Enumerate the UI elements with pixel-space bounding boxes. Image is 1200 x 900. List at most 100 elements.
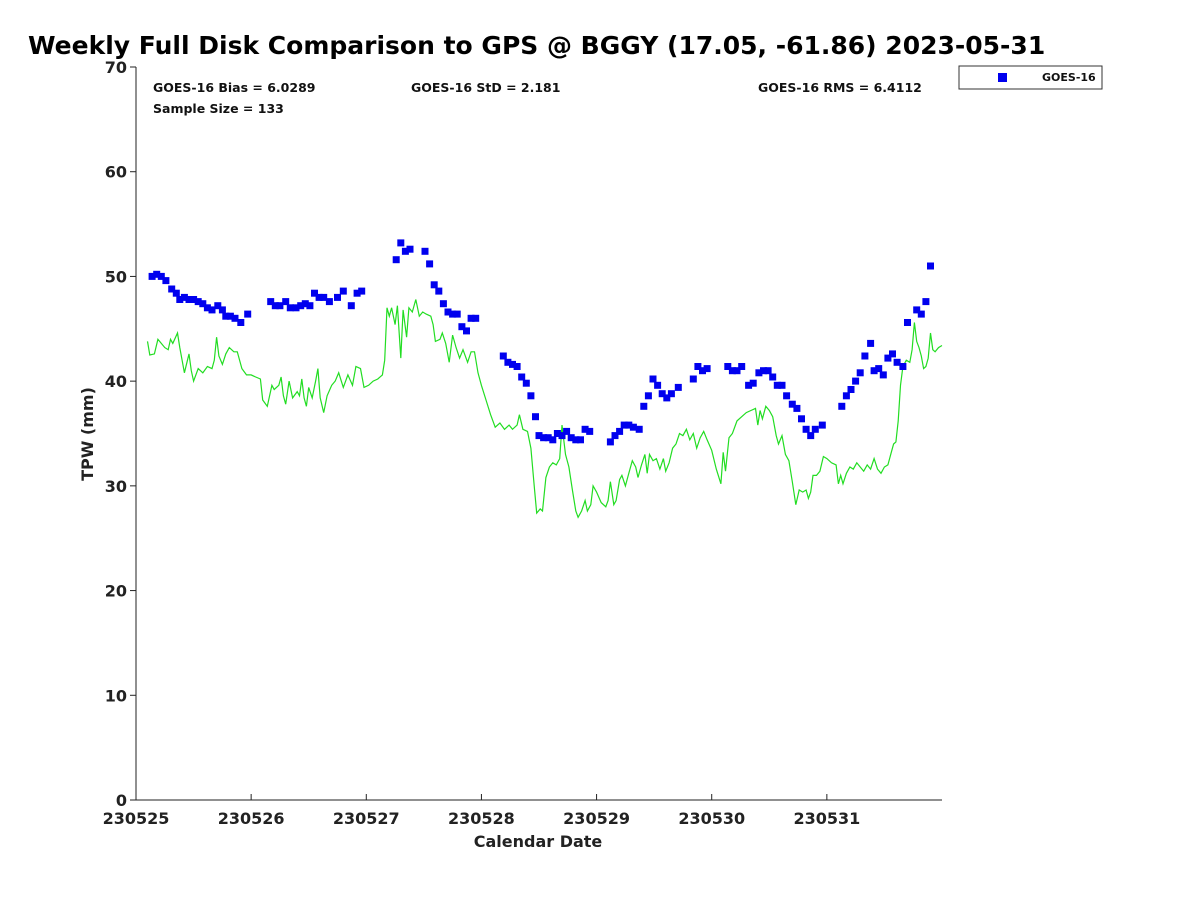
- goes-data-point: [271, 302, 279, 310]
- goes-data-point: [581, 425, 589, 433]
- goes-data-point: [842, 392, 850, 400]
- goes-data-point: [745, 381, 753, 389]
- bias-stat: GOES-16 Bias = 6.0289: [153, 80, 315, 95]
- goes-data-point: [292, 304, 300, 312]
- goes-data-point: [798, 415, 805, 423]
- goes-data-point: [334, 293, 341, 301]
- goes-data-point: [168, 285, 176, 293]
- y-tick-label: 10: [105, 686, 127, 705]
- goes-data-point: [518, 373, 526, 381]
- goes-data-point: [689, 375, 697, 383]
- goes-data-point: [625, 421, 633, 429]
- x-tick-label: 230528: [448, 809, 515, 828]
- goes-data-point: [755, 369, 763, 377]
- goes-data-point: [401, 247, 409, 255]
- goes-data-point: [764, 367, 772, 375]
- goes-data-point: [783, 392, 791, 400]
- goes-data-point: [654, 381, 662, 389]
- goes-data-point: [904, 319, 911, 326]
- legend-box: [958, 65, 1103, 90]
- goes-data-point: [444, 308, 452, 316]
- goes-data-point: [463, 327, 470, 335]
- goes-data-point: [870, 367, 878, 375]
- goes-data-point: [222, 312, 230, 320]
- goes-data-point: [728, 367, 736, 375]
- goes-data-point: [724, 363, 732, 370]
- goes-data-point: [421, 247, 429, 255]
- goes-data-point: [889, 350, 896, 358]
- goes-data-point: [347, 302, 355, 310]
- goes-data-point: [807, 432, 815, 440]
- goes-data-point: [540, 434, 548, 442]
- goes-data-point: [703, 365, 711, 373]
- goes-data-point: [453, 310, 461, 318]
- goes-data-point: [467, 314, 475, 322]
- goes-data-point: [358, 287, 366, 295]
- goes-data-point: [504, 358, 512, 366]
- goes-data-point: [769, 373, 777, 381]
- goes-data-point: [282, 298, 290, 306]
- y-tick-label: 0: [116, 791, 127, 810]
- goes-data-point: [847, 386, 855, 393]
- goes-data-point: [311, 289, 318, 297]
- goes-data-point: [214, 302, 222, 310]
- goes-data-point: [635, 425, 643, 433]
- goes-data-point: [339, 287, 347, 295]
- goes-data-point: [194, 298, 202, 306]
- y-tick-label: 60: [105, 163, 127, 182]
- goes-data-point: [499, 352, 507, 360]
- goes-data-point: [879, 371, 887, 379]
- goes-data-point: [811, 425, 819, 433]
- goes-data-point: [472, 314, 480, 322]
- goes-data-point: [875, 365, 883, 373]
- goes-data-point: [325, 298, 333, 306]
- goes-data-point: [297, 302, 305, 310]
- x-tick-label: 230529: [563, 809, 630, 828]
- goes-data-point: [586, 427, 594, 435]
- goes-data-point: [861, 352, 869, 360]
- goes-data-point: [535, 432, 543, 440]
- goes-data-point: [899, 363, 907, 370]
- goes-data-point: [527, 392, 535, 400]
- goes-data-point: [353, 289, 361, 297]
- goes-data-point: [667, 390, 675, 398]
- legend-marker-goes: [998, 73, 1007, 82]
- goes-data-point: [231, 314, 239, 322]
- goes-data-point: [185, 296, 193, 303]
- goes-data-point: [306, 302, 314, 310]
- goes-data-point: [629, 423, 637, 431]
- goes-data-point: [406, 245, 414, 253]
- goes-data-point: [226, 312, 234, 320]
- goes-data-point: [435, 287, 443, 295]
- sample-size-stat: Sample Size = 133: [153, 101, 284, 116]
- goes-data-point: [320, 293, 328, 301]
- goes-data-point: [658, 390, 666, 398]
- x-tick-label: 230527: [333, 809, 400, 828]
- goes-data-point: [439, 300, 447, 308]
- x-tick-label: 230531: [793, 809, 860, 828]
- goes-data-point: [397, 239, 405, 247]
- goes-data-point: [522, 379, 530, 387]
- goes-data-point: [458, 323, 466, 331]
- goes-data-point: [244, 310, 252, 318]
- goes-data-point: [544, 434, 552, 442]
- goes-data-point: [927, 262, 934, 270]
- goes-data-point: [572, 436, 580, 444]
- goes-data-point: [237, 319, 245, 326]
- goes-data-point: [760, 367, 767, 375]
- goes-data-point: [208, 306, 216, 314]
- axis-ticks: 0 10 20 30 40 50 60 70 230525 230526 230527 230528 2…: [103, 58, 861, 828]
- goes-data-point: [922, 298, 930, 306]
- rms-stat: GOES-16 RMS = 6.4112: [758, 80, 922, 95]
- goes-data-point: [153, 270, 161, 278]
- goes-data-point: [738, 363, 746, 370]
- goes-data-point: [315, 293, 323, 301]
- x-tick-label: 230525: [103, 809, 170, 828]
- goes-data-point: [917, 310, 925, 318]
- goes-data-point: [267, 298, 275, 306]
- y-tick-label: 50: [105, 267, 127, 286]
- goes-data-point: [549, 436, 557, 444]
- goes-data-point: [699, 367, 706, 375]
- goes-data-point: [449, 310, 457, 318]
